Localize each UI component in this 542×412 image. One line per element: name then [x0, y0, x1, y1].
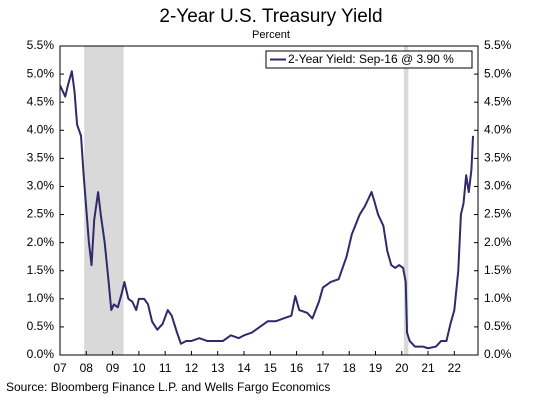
x-tick-label: 20 — [395, 361, 409, 375]
y-tick-label: 0.5% — [27, 319, 55, 333]
x-tick-label: 07 — [53, 361, 67, 375]
x-tick-label: 09 — [106, 361, 120, 375]
y-tick-label: 4.0% — [27, 122, 55, 136]
x-tick-label: 16 — [290, 361, 304, 375]
y-tick-label: 1.5% — [27, 263, 55, 277]
y-tick-label: 5.5% — [27, 38, 55, 52]
y2-tick-label: 1.0% — [484, 291, 512, 305]
x-tick-label: 12 — [185, 361, 199, 375]
series-line — [59, 70, 475, 350]
y-tick-label: 5.0% — [27, 66, 55, 80]
y-tick-label: 3.5% — [27, 151, 55, 165]
y2-tick-label: 4.0% — [484, 122, 512, 136]
y2-tick-label: 0.5% — [484, 319, 512, 333]
x-tick-label: 19 — [369, 361, 383, 375]
y-tick-label: 2.5% — [27, 207, 55, 221]
y2-tick-label: 0.0% — [484, 347, 512, 361]
x-tick-label: 17 — [316, 361, 330, 375]
chart-title: 2-Year U.S. Treasury Yield — [159, 6, 382, 27]
y2-tick-label: 3.5% — [484, 151, 512, 165]
y-tick-label: 4.5% — [27, 94, 55, 108]
chart-subtitle: Percent — [252, 29, 290, 41]
y2-tick-label: 2.0% — [484, 235, 512, 249]
y2-tick-label: 5.0% — [484, 66, 512, 80]
x-tick-label: 15 — [264, 361, 278, 375]
y-tick-label: 3.0% — [27, 179, 55, 193]
y2-tick-label: 3.0% — [484, 179, 512, 193]
legend-box — [265, 50, 473, 69]
y2-tick-label: 2.5% — [484, 207, 512, 221]
y2-tick-label: 4.5% — [484, 94, 512, 108]
x-tick-label: 22 — [448, 361, 462, 375]
x-tick-label: 08 — [80, 361, 94, 375]
x-tick-label: 14 — [237, 361, 251, 375]
x-tick-label: 13 — [211, 361, 225, 375]
legend-label: 2-Year Yield: Sep-16 @ 3.90 % — [288, 52, 454, 66]
source-note: Source: Bloomberg Finance L.P. and Wells… — [6, 380, 330, 394]
plot-frame — [59, 45, 479, 356]
y-tick-label: 0.0% — [27, 347, 55, 361]
x-tick-label: 21 — [421, 361, 435, 375]
y-tick-label: 2.0% — [27, 235, 55, 249]
x-tick-label: 18 — [343, 361, 357, 375]
y2-tick-label: 5.5% — [484, 38, 512, 52]
recession-shade — [84, 46, 124, 355]
x-tick-label: 10 — [132, 361, 146, 375]
y2-tick-label: 1.5% — [484, 263, 512, 277]
recession-shade — [403, 46, 409, 355]
y-tick-label: 1.0% — [27, 291, 55, 305]
x-tick-label: 11 — [159, 361, 172, 375]
